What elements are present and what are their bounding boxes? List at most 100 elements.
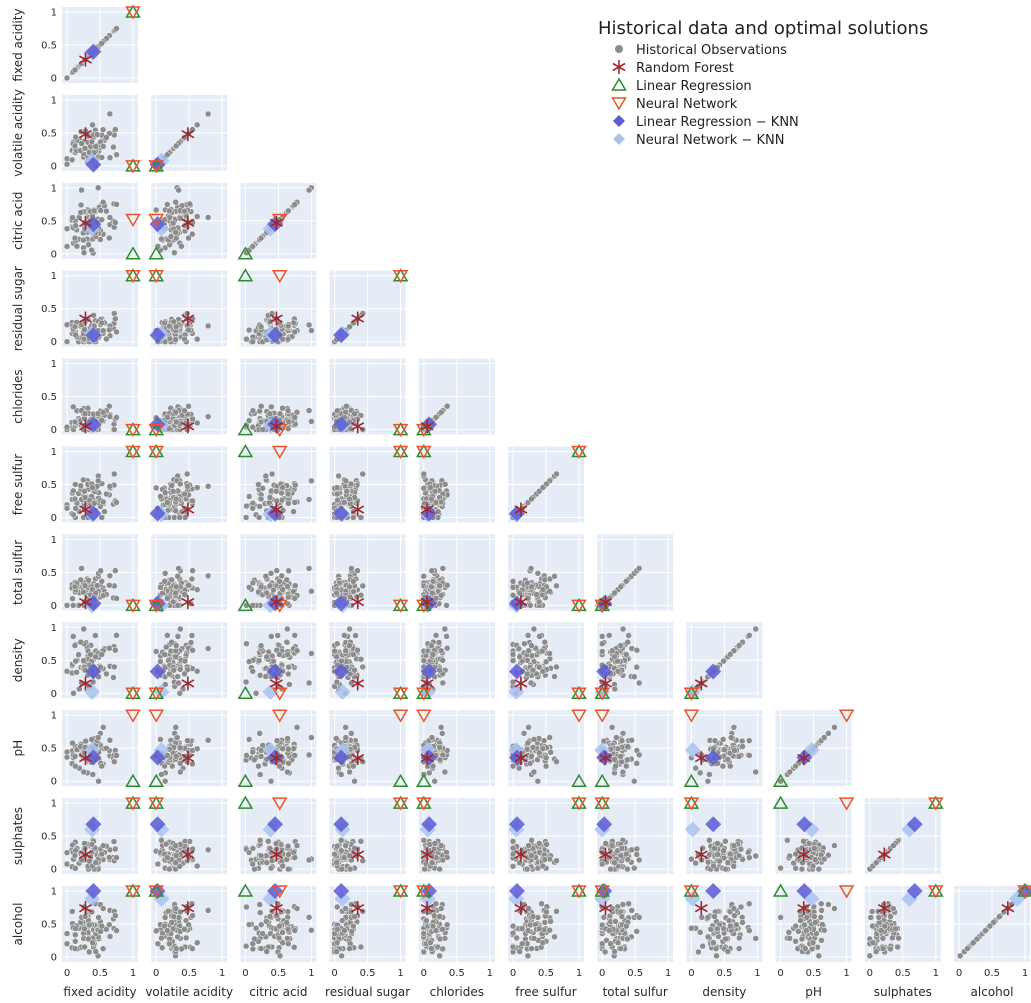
panel-density-vs-total-sulfur	[594, 622, 674, 701]
historical-point	[726, 762, 734, 770]
historical-point	[158, 235, 165, 243]
historical-point	[257, 583, 265, 591]
panel-citric-acid-vs-fixed-acidity: 00.51	[41, 182, 141, 260]
solution-random-forest	[269, 215, 283, 230]
historical-point	[443, 582, 451, 589]
historical-point	[529, 744, 537, 751]
historical-point	[77, 201, 85, 209]
historical-point	[154, 860, 162, 868]
historical-point	[69, 214, 76, 221]
historical-point	[172, 642, 180, 649]
panel-residual-sugar-vs-residual-sugar	[329, 268, 409, 347]
historical-point	[428, 495, 435, 503]
historical-point	[63, 423, 71, 431]
historical-point	[81, 145, 89, 152]
panel-pH-vs-free-sulfur	[508, 709, 587, 787]
historical-point	[509, 762, 517, 770]
historical-point	[71, 234, 79, 242]
historical-point	[175, 565, 182, 572]
historical-point	[752, 852, 759, 860]
historical-point	[188, 632, 196, 639]
historical-point	[337, 771, 345, 778]
historical-point	[152, 648, 160, 655]
historical-point	[436, 582, 443, 589]
historical-point	[71, 753, 79, 760]
historical-point	[727, 734, 735, 741]
historical-point	[350, 651, 357, 658]
historical-point	[193, 745, 201, 753]
historical-point	[181, 591, 188, 598]
historical-point	[284, 735, 291, 742]
historical-point	[530, 625, 538, 633]
solution-neural-network	[125, 213, 141, 227]
y-tick-label: 0	[51, 865, 57, 876]
historical-point	[259, 485, 266, 492]
historical-point	[98, 850, 106, 858]
historical-point	[735, 642, 743, 649]
panel-free-sulfur-vs-residual-sugar	[329, 444, 409, 523]
historical-point	[529, 666, 537, 674]
historical-point	[290, 508, 297, 515]
historical-point	[432, 632, 440, 639]
panel-pH-vs-volatile-acidity	[148, 709, 228, 787]
historical-point	[443, 644, 451, 652]
historical-point	[88, 736, 95, 743]
y-tick-label: 0	[51, 337, 57, 348]
historical-point	[625, 632, 632, 639]
historical-point	[285, 851, 292, 858]
historical-point	[351, 410, 358, 418]
historical-point	[81, 488, 88, 495]
historical-point	[98, 319, 106, 327]
historical-point	[279, 586, 286, 593]
historical-point	[113, 328, 120, 336]
historical-point	[635, 565, 643, 572]
historical-point	[530, 736, 538, 743]
historical-point	[72, 505, 79, 512]
historical-point	[726, 651, 734, 658]
panel-sulphates-vs-pH	[772, 795, 855, 875]
historical-point	[69, 739, 76, 747]
historical-point	[439, 730, 446, 737]
historical-point	[63, 602, 71, 609]
y-tick-label: 0.5	[41, 304, 57, 315]
historical-point	[111, 758, 118, 765]
historical-point	[285, 760, 292, 767]
historical-point	[284, 490, 292, 498]
historical-point	[249, 504, 257, 512]
historical-point	[635, 679, 643, 687]
historical-point	[331, 647, 338, 655]
historical-point	[437, 842, 445, 849]
historical-point	[103, 670, 110, 678]
historical-point	[607, 865, 614, 873]
historical-point	[72, 481, 79, 488]
historical-point	[436, 744, 443, 751]
historical-point	[164, 499, 171, 506]
historical-point	[266, 410, 274, 418]
historical-point	[432, 414, 440, 421]
historical-point	[528, 852, 535, 859]
historical-point	[535, 840, 543, 847]
historical-point	[738, 737, 746, 745]
historical-point	[152, 484, 160, 492]
historical-point	[113, 752, 120, 759]
panel-chlorides-vs-residual-sugar	[329, 358, 409, 438]
historical-point	[76, 685, 83, 693]
historical-point	[292, 582, 299, 589]
historical-point	[98, 762, 106, 770]
panel-pH-vs-chlorides	[415, 709, 495, 787]
y-tick-label: 0	[51, 601, 57, 612]
historical-point	[181, 657, 189, 665]
historical-point	[291, 854, 299, 861]
historical-point	[174, 633, 182, 640]
historical-point	[164, 595, 171, 602]
historical-point	[157, 658, 164, 665]
historical-point	[255, 514, 263, 521]
historical-point	[291, 632, 299, 639]
panel-total-sulfur-vs-total-sulfur	[594, 534, 674, 614]
historical-point	[553, 758, 560, 765]
historical-point	[534, 777, 542, 785]
historical-point	[176, 514, 183, 521]
historical-point	[243, 502, 250, 510]
historical-point	[99, 724, 107, 731]
historical-point	[106, 483, 114, 490]
